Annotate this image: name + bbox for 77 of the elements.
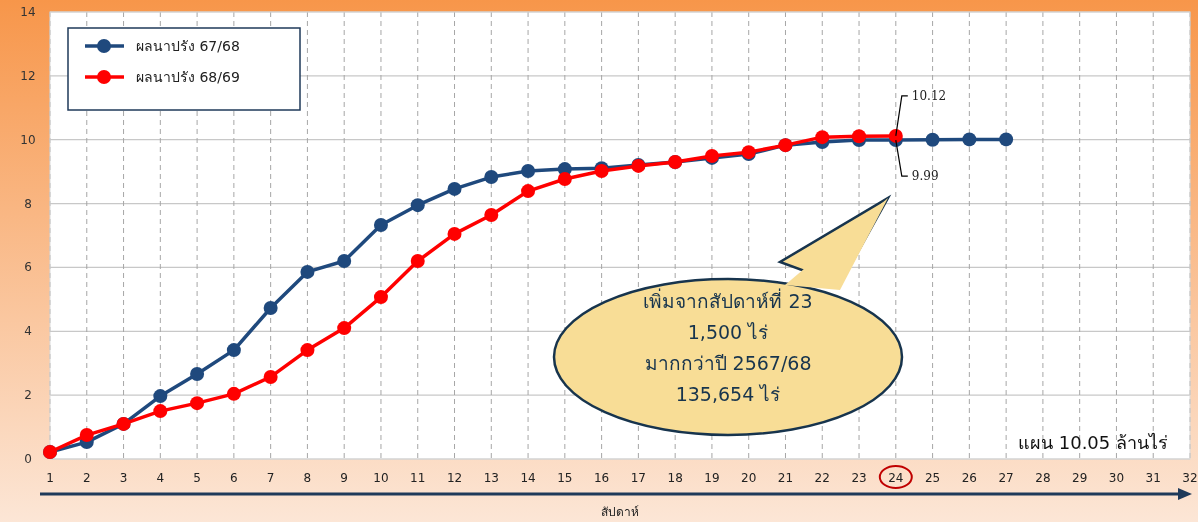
legend-label: ผลนาปรัง 67/68 (136, 38, 240, 54)
point (557, 171, 572, 186)
x-tick-label: 27 (998, 471, 1014, 485)
point (300, 343, 315, 358)
point (373, 290, 388, 305)
x-tick-label: 30 (1108, 471, 1125, 485)
x-tick-label: 29 (1072, 471, 1088, 485)
point (852, 129, 867, 144)
point (300, 264, 315, 279)
x-tick-label: 13 (483, 471, 499, 485)
point (484, 208, 499, 223)
x-tick-label: 23 (851, 471, 867, 485)
x-tick-label: 10 (373, 471, 389, 485)
x-tick-label: 22 (814, 471, 830, 485)
point (79, 428, 94, 443)
x-tick-label: 16 (593, 471, 610, 485)
point (263, 369, 278, 384)
x-tick-label: 5 (193, 471, 201, 485)
point (153, 404, 168, 419)
point (373, 217, 388, 232)
x-tick-label: 14 (520, 471, 536, 485)
point (337, 321, 352, 336)
x-tick-label: 4 (156, 471, 165, 485)
point (190, 396, 205, 411)
y-tick-label: 4 (24, 324, 32, 339)
x-tick-label: 7 (266, 471, 275, 485)
x-tick-label: 28 (1035, 471, 1051, 485)
x-tick-label: 6 (230, 471, 238, 485)
x-tick-label: 18 (667, 471, 683, 485)
y-tick-label: 8 (24, 196, 32, 211)
point (521, 184, 536, 199)
x-tick-label: 9 (340, 471, 349, 485)
x-tick-label: 25 (924, 471, 941, 485)
x-tick-label: 20 (741, 471, 757, 485)
point (484, 170, 499, 185)
x-tick-label: 3 (119, 471, 128, 485)
x-tick-label: 1 (46, 471, 54, 485)
point (815, 130, 830, 145)
x-tick-label: 24 (888, 471, 904, 485)
point (962, 132, 977, 147)
point (153, 389, 168, 404)
y-tick-label: 6 (24, 260, 32, 275)
x-tick-label: 2 (82, 471, 91, 485)
point (999, 132, 1014, 147)
x-tick-label: 31 (1145, 471, 1161, 485)
y-tick-label: 12 (20, 68, 36, 83)
x-tick-label: 26 (961, 471, 977, 485)
x-axis-title: สัปดาห์ (601, 505, 639, 519)
annotation: เพิ่มจากสัปดาห์ที่ 23 1,500 ไร่ มากกว่าปี 2567/68 135,654 ไร่ (643, 288, 813, 405)
point (226, 386, 241, 401)
x-tick-label: 17 (630, 471, 647, 485)
x-tick-label: 11 (410, 471, 426, 485)
x-tick-label: 15 (557, 471, 573, 485)
y-tick-label: 10 (20, 132, 36, 147)
point (521, 164, 536, 178)
point (337, 254, 352, 269)
annotation: 9.99 (911, 169, 939, 184)
y-tick-label: 14 (20, 5, 36, 19)
point (410, 198, 425, 213)
x-tick-label: 32 (1182, 471, 1198, 485)
y-tick-label: 0 (24, 452, 32, 466)
point (410, 254, 425, 269)
point (190, 367, 205, 382)
point (447, 226, 462, 241)
point (263, 300, 278, 315)
point (447, 181, 462, 196)
point (888, 128, 903, 143)
annotation: แผน 10.05 ล้านไร่ (1018, 432, 1168, 453)
x-tick-label: 21 (777, 471, 794, 485)
legend-label: ผลนาปรัง 68/69 (136, 69, 240, 85)
x-tick-label: 12 (446, 471, 463, 485)
point (226, 343, 241, 358)
x-tick-label: 8 (303, 471, 312, 485)
point (925, 132, 940, 147)
x-tick-label: 19 (704, 471, 720, 485)
annotation: 10.12 (911, 88, 947, 103)
y-tick-label: 2 (24, 388, 32, 403)
